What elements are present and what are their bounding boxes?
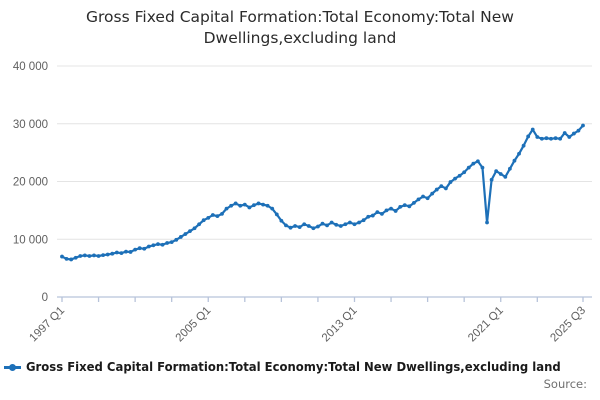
line-series-marker-icon (4, 363, 21, 372)
svg-text:2025 Q3: 2025 Q3 (548, 305, 588, 345)
svg-text:30 000: 30 000 (13, 119, 48, 131)
legend: Gross Fixed Capital Formation:Total Econ… (4, 360, 600, 374)
y-gridlines (57, 65, 592, 240)
svg-text:2021 Q1: 2021 Q1 (466, 305, 506, 345)
svg-text:2005 Q1: 2005 Q1 (174, 305, 214, 345)
y-axis-labels: 0 10 000 20 000 30 000 40 000 (13, 61, 48, 304)
x-axis-labels: 1997 Q1 2005 Q1 2013 Q1 2021 Q1 2025 Q3 (27, 305, 588, 345)
svg-text:0: 0 (42, 292, 48, 304)
svg-text:1997 Q1: 1997 Q1 (27, 305, 67, 345)
x-ticks (61, 297, 584, 302)
chart-title: Gross Fixed Capital Formation:Total Econ… (86, 8, 514, 47)
source-label: Source: (543, 377, 587, 391)
svg-text:20 000: 20 000 (13, 177, 48, 189)
svg-text:10 000: 10 000 (13, 234, 48, 246)
svg-text:2013 Q1: 2013 Q1 (320, 305, 360, 345)
data-points[interactable] (60, 123, 585, 262)
svg-text:40 000: 40 000 (13, 61, 48, 73)
legend-series-label: Gross Fixed Capital Formation:Total Econ… (26, 360, 561, 374)
